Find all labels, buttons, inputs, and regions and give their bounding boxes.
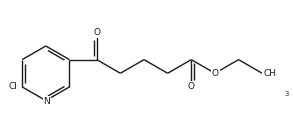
Text: Cl: Cl bbox=[8, 82, 17, 91]
Text: O: O bbox=[93, 28, 100, 38]
Text: O: O bbox=[212, 69, 219, 78]
Text: CH: CH bbox=[263, 69, 276, 78]
Text: O: O bbox=[188, 82, 195, 91]
Text: N: N bbox=[44, 97, 50, 106]
Text: 3: 3 bbox=[285, 91, 289, 97]
